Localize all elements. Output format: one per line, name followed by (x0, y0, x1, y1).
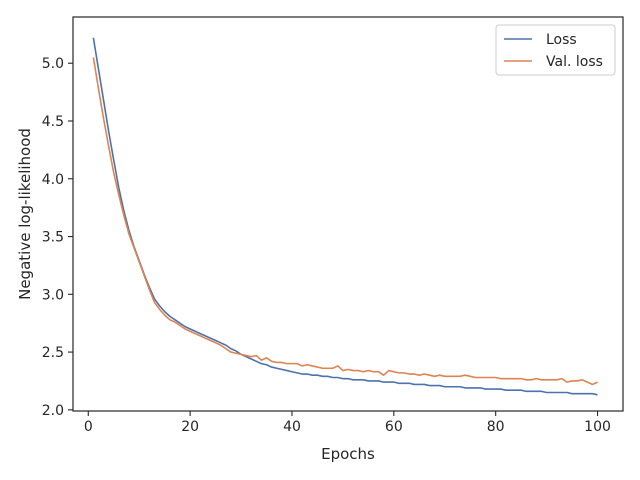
x-axis: 0 20 40 60 80 100 (84, 411, 611, 435)
x-tick-label: 0 (84, 419, 93, 435)
y-tick-label: 3.5 (42, 230, 64, 246)
plot-frame (72, 16, 624, 412)
series-line-loss (92, 37, 598, 396)
y-tick-label: 4.5 (42, 114, 64, 130)
y-tick-label: 2.5 (42, 345, 64, 361)
legend-label-loss: Loss (546, 32, 577, 48)
x-axis-label: Epochs (321, 445, 375, 463)
plot-lines (92, 37, 598, 396)
y-tick-label: 5.0 (42, 56, 64, 72)
x-tick-label: 100 (584, 419, 611, 435)
legend-box (495, 24, 616, 76)
x-tick-label: 40 (283, 419, 301, 435)
series-line-val-loss (92, 57, 598, 386)
x-tick-label: 80 (487, 419, 505, 435)
y-tick-label: 2.0 (42, 403, 64, 419)
legend-label-val-loss: Val. loss (546, 54, 603, 70)
x-tick-label: 20 (181, 419, 199, 435)
x-tick-label: 60 (385, 419, 403, 435)
y-tick-label: 4.0 (42, 172, 64, 188)
y-axis-label: Negative log-likelihood (16, 128, 34, 300)
y-tick-label: 3.0 (42, 287, 64, 303)
y-axis: 2.0 2.5 3.0 3.5 4.0 4.5 5.0 (42, 56, 73, 419)
legend: Loss Val. loss (495, 24, 616, 76)
